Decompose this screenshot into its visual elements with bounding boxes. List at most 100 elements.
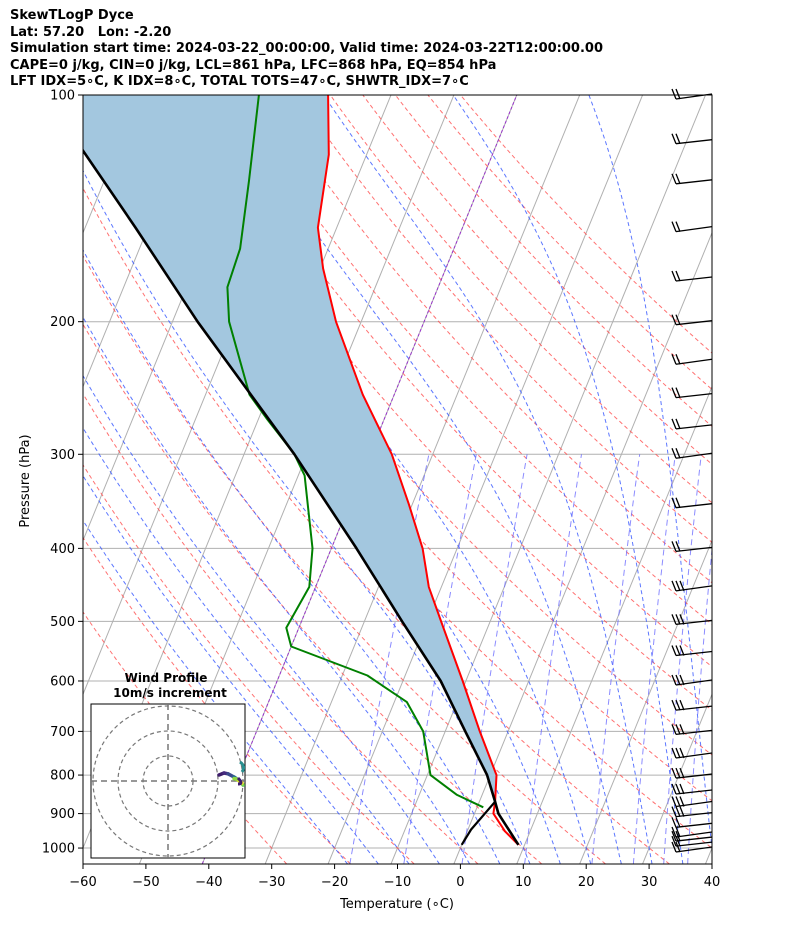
wind-barb-feather (675, 806, 681, 817)
wind-barb-feather (671, 314, 677, 325)
wind-barb-staff (675, 846, 713, 853)
wind-barb-feather (671, 448, 677, 459)
wind-barb-staff (675, 650, 713, 657)
x-tick-label: −40 (195, 875, 222, 890)
x-tick-label: 0 (456, 875, 464, 890)
wind-barb (671, 418, 713, 430)
wind-barb-feather (671, 387, 677, 398)
mixing-ratio-line (711, 852, 712, 864)
y-tick-label: 500 (50, 615, 75, 630)
wind-barb-feather (671, 806, 677, 817)
wind-barb-staff (675, 811, 713, 818)
wind-barb (671, 826, 713, 838)
wind-barb-feather (671, 817, 677, 828)
wind-barb-feather (671, 767, 677, 779)
mixing-ratio-line (403, 454, 477, 864)
moist-adiabat (83, 169, 531, 864)
wind-barb-feather (671, 497, 677, 508)
isotherm-gridline (768, 95, 794, 864)
wind-barb (671, 497, 713, 509)
wind-barb (671, 674, 713, 686)
wind-barb-feather (675, 767, 681, 779)
wind-barb-staff (675, 358, 713, 365)
x-tick-label: 10 (515, 875, 532, 890)
wind-barb (671, 767, 713, 779)
wind-barb-feather (675, 133, 681, 144)
wind-barb-staff (675, 320, 713, 326)
moist-adiabat (92, 95, 561, 864)
wind-barb (671, 724, 713, 736)
wind-barb-feather (679, 580, 685, 592)
wind-barb-feather (675, 418, 681, 430)
inset-subtitle: 10m/s increment (113, 686, 227, 700)
isotherm-gridline (0, 95, 76, 864)
dry-adiabat (83, 187, 670, 864)
wind-barb (671, 221, 713, 233)
wind-barb-staff (675, 822, 713, 828)
wind-barb-staff (675, 729, 713, 736)
mixing-ratio-line (663, 454, 702, 864)
wind-barb (671, 614, 713, 626)
wind-barb-feather (675, 674, 681, 686)
wind-barb (671, 173, 713, 185)
wind-barb-feather (675, 88, 681, 100)
isotherm-gridline (579, 539, 712, 864)
wind-barb-feather (671, 645, 677, 656)
wind-barb (671, 448, 713, 459)
wind-barb-staff (675, 679, 713, 686)
wind-barb-feather (675, 841, 681, 853)
mixing-ratio-line (632, 454, 676, 864)
dry-adiabat (362, 95, 712, 465)
wind-barb (671, 817, 713, 828)
wind-barb-feather (671, 88, 677, 100)
moist-adiabat (83, 426, 410, 864)
wind-barb-feather (675, 747, 681, 759)
y-tick-label: 600 (50, 674, 75, 689)
wind-barb-staff (675, 619, 713, 626)
wind-barb-feather (671, 541, 677, 552)
wind-barb-staff (675, 752, 713, 759)
y-axis-label: Pressure (hPa) (18, 434, 33, 527)
wind-barb-staff (675, 503, 713, 509)
wind-barb-feather (671, 353, 677, 365)
wind-barb (671, 806, 713, 818)
isotherm-gridline (264, 95, 581, 864)
wind-barb (671, 387, 713, 399)
wind-barb-staff (675, 773, 713, 779)
wind-barb-feather (671, 674, 677, 686)
dewpoint-line (226, 95, 484, 809)
hodograph-ring (117, 730, 219, 832)
wind-barb (671, 314, 713, 326)
wind-barb-feather (675, 783, 681, 795)
isotherm-gridline (0, 95, 14, 864)
x-axis-label: Temperature (∘C) (339, 897, 454, 912)
wind-barb-staff (675, 179, 713, 185)
hodograph-segment (239, 760, 245, 773)
wind-barb-feather (671, 826, 677, 838)
moist-adiabat (83, 316, 471, 864)
x-tick-label: −10 (384, 875, 411, 890)
wind-barb-staff (675, 789, 713, 795)
wind-barb (671, 783, 713, 795)
wind-barb-feather (671, 270, 677, 282)
wind-barb (671, 796, 713, 808)
wind-barb-feather (671, 835, 677, 847)
x-tick-label: 30 (641, 875, 658, 890)
wind-barb (671, 841, 713, 853)
moist-adiabat (83, 519, 348, 864)
inset-title: Wind Profile (125, 671, 208, 685)
wind-profile-inset: Wind Profile 10m/s increment (90, 671, 246, 859)
wind-barb-feather (671, 747, 677, 759)
parcel-lower-line (460, 800, 496, 846)
wind-barb-feather (675, 645, 681, 656)
wind-barb-staff (675, 831, 713, 838)
dry-adiabat (460, 95, 712, 354)
mixing-ratio-line (687, 545, 712, 864)
moist-adiabat (588, 95, 712, 853)
mixing-ratio-line (524, 454, 582, 864)
cin-shading (83, 95, 497, 802)
axes: Temperature (∘C) Pressure (hPa) −60 −50 −4… (18, 89, 720, 913)
isotherm-gridline (453, 231, 712, 864)
wind-barb-feather (675, 173, 681, 185)
